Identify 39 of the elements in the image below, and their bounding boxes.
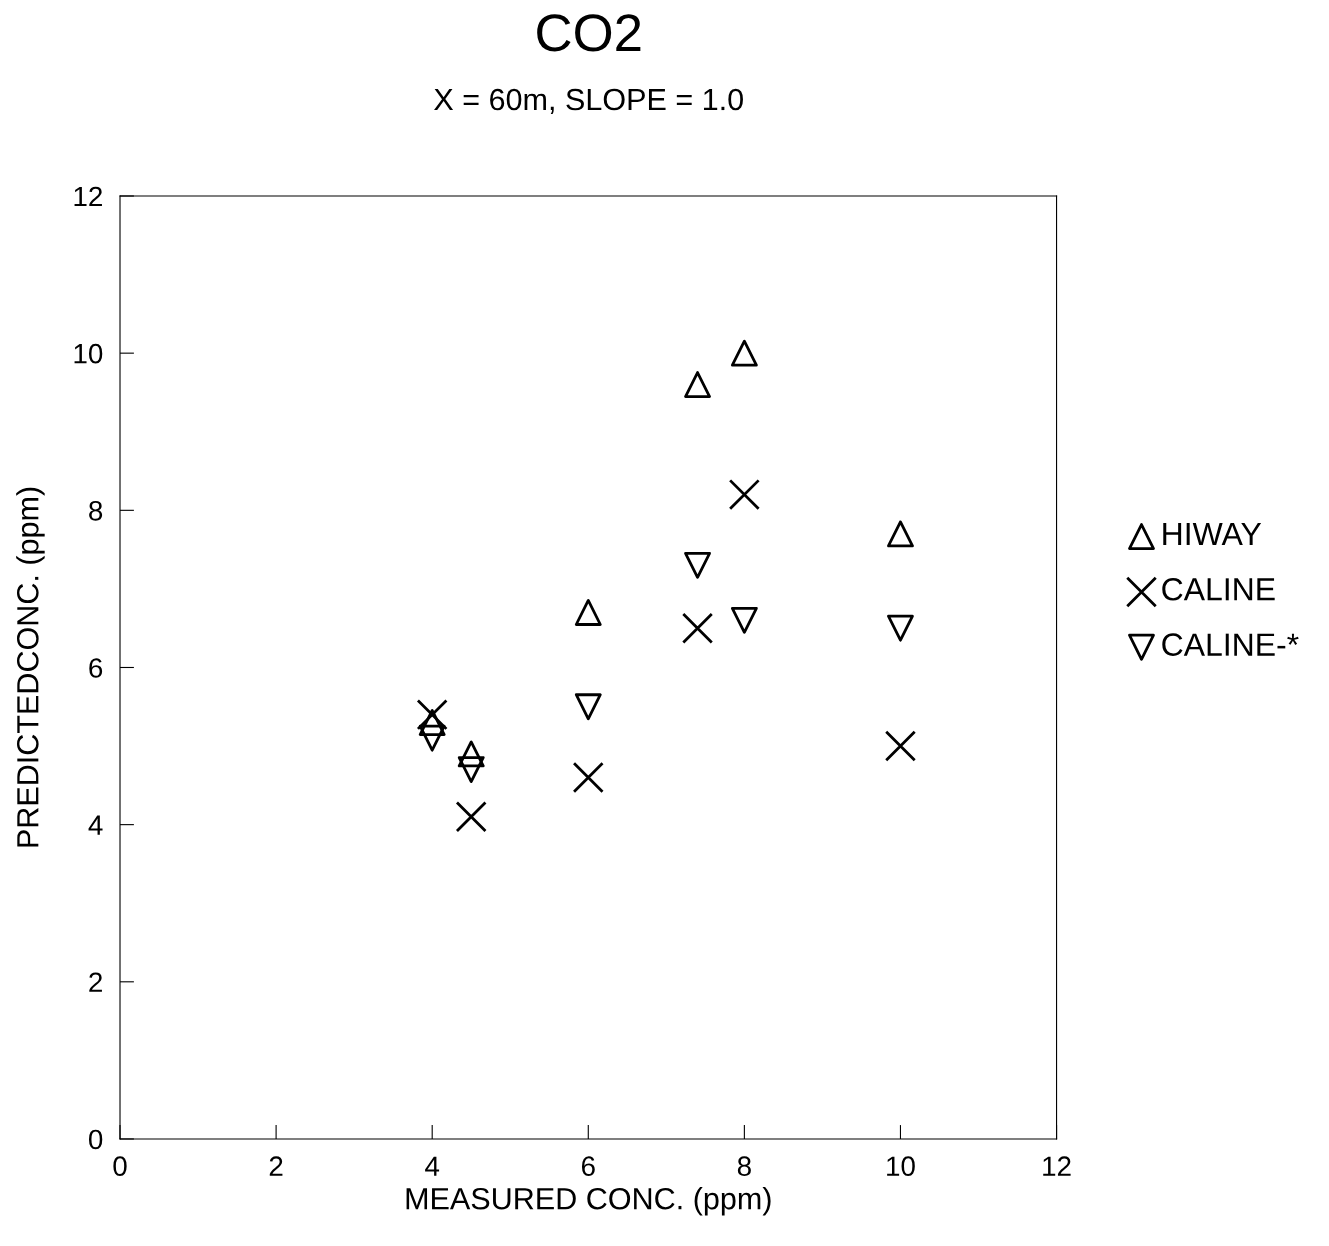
point bbox=[884, 730, 917, 762]
x-tick-label: 0 bbox=[113, 1156, 127, 1177]
point bbox=[455, 801, 487, 833]
point bbox=[684, 551, 711, 579]
x-tick-label: 12 bbox=[1043, 1156, 1071, 1176]
point bbox=[681, 612, 714, 644]
legend-label: CALINE bbox=[1162, 578, 1275, 601]
y-tick-label: 4 bbox=[88, 815, 103, 835]
point bbox=[457, 740, 485, 768]
y-tick-label: 12 bbox=[74, 186, 102, 207]
chart-title: CO2 bbox=[537, 14, 641, 52]
x-tick-label: 10 bbox=[887, 1156, 915, 1177]
x-tick-label: 8 bbox=[737, 1156, 751, 1177]
legend-label: CALINE-* bbox=[1162, 633, 1299, 656]
point bbox=[416, 699, 448, 731]
y-axis-title: PREDICTEDCONC. (ppm) bbox=[16, 487, 45, 847]
y-tick-label: 6 bbox=[89, 658, 103, 678]
point bbox=[887, 614, 914, 642]
point bbox=[457, 756, 485, 784]
point bbox=[684, 371, 711, 399]
legend-label: HIWAY bbox=[1163, 522, 1262, 545]
point bbox=[730, 606, 758, 634]
point bbox=[728, 478, 760, 511]
x-tick-label: 6 bbox=[581, 1156, 595, 1177]
x-tick-label: 2 bbox=[269, 1156, 283, 1176]
point bbox=[572, 761, 604, 794]
point bbox=[574, 599, 602, 626]
x-axis-title: MEASURED CONC. (ppm) bbox=[406, 1187, 771, 1216]
y-tick-label: 8 bbox=[89, 500, 103, 521]
point bbox=[418, 724, 446, 752]
y-tick-label: 0 bbox=[88, 1129, 103, 1150]
x-tick-label: 4 bbox=[425, 1156, 440, 1176]
point bbox=[887, 520, 914, 548]
chart-subtitle: X = 60m, SLOPE = 1.0 bbox=[434, 88, 743, 114]
y-tick-label: 2 bbox=[89, 972, 102, 992]
point bbox=[730, 339, 758, 367]
point bbox=[574, 693, 602, 721]
point bbox=[418, 709, 446, 736]
y-tick-label: 10 bbox=[74, 343, 103, 364]
